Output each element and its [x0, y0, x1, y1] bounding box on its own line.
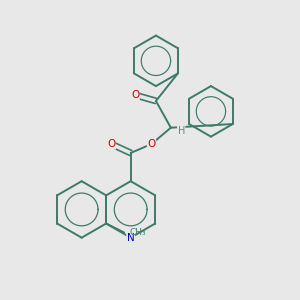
Text: N: N — [127, 233, 135, 243]
Text: H: H — [178, 126, 185, 136]
Text: O: O — [147, 139, 156, 149]
Text: CH₃: CH₃ — [129, 228, 146, 237]
Text: O: O — [131, 90, 139, 100]
Text: O: O — [107, 139, 116, 149]
